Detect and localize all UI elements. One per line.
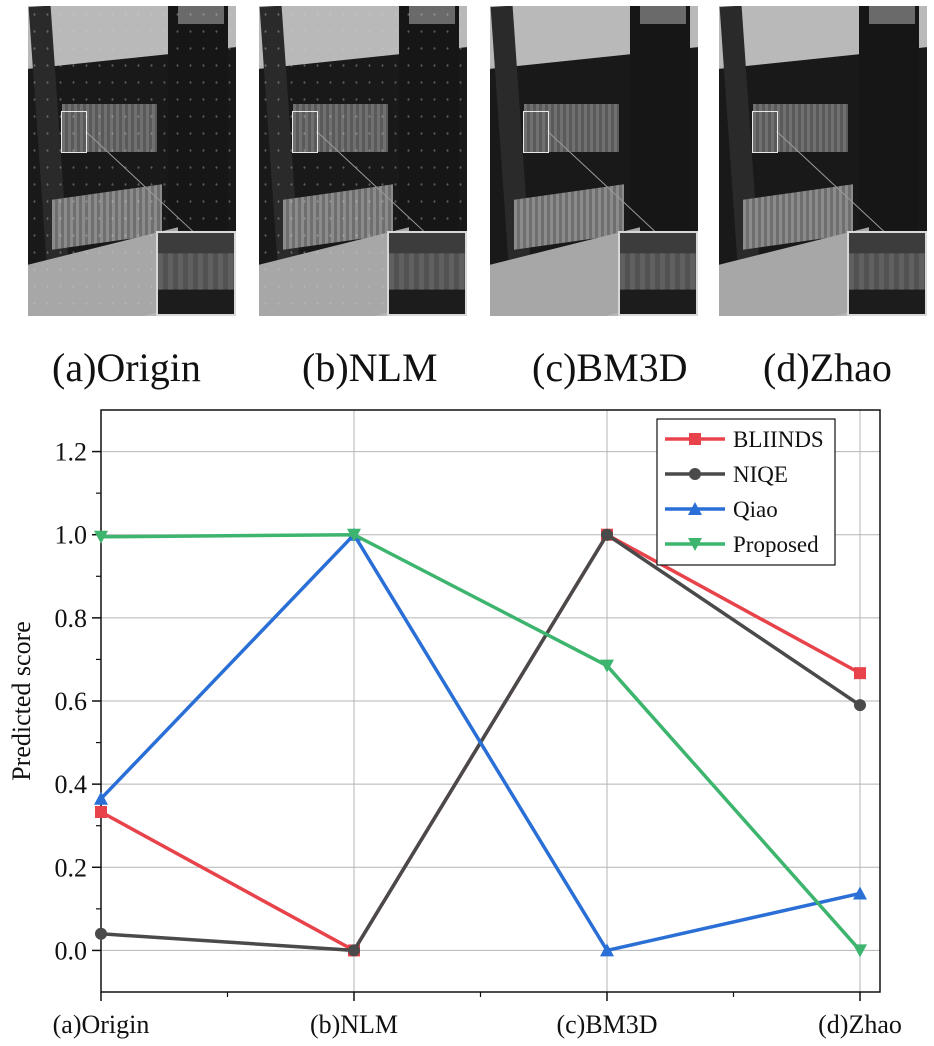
y-tick-label: 0.0	[55, 936, 88, 965]
y-tick-label: 0.8	[55, 604, 88, 633]
x-tick-label: (b)NLM	[310, 1010, 398, 1039]
y-axis-label: Predicted score	[7, 621, 36, 781]
data-point-niqe	[95, 927, 107, 940]
photo-origin	[28, 6, 236, 316]
data-point-bliinds	[95, 805, 107, 818]
photo-bm3d	[490, 6, 698, 316]
legend-marker-niqe	[689, 468, 701, 480]
data-point-niqe	[348, 944, 360, 957]
caption-bm3d: (c)BM3D	[532, 345, 688, 390]
data-point-qiao	[600, 943, 614, 957]
data-point-proposed	[347, 528, 361, 542]
legend-label-proposed: Proposed	[733, 532, 819, 557]
x-tick-label: (c)BM3D	[556, 1010, 657, 1039]
legend-label-niqe: NIQE	[733, 462, 788, 487]
legend-label-qiao: Qiao	[733, 497, 778, 522]
y-tick-label: 0.6	[55, 687, 88, 716]
y-tick-label: 0.4	[55, 770, 88, 799]
photo-nlm	[259, 6, 467, 316]
data-point-qiao	[94, 791, 108, 805]
caption-nlm: (b)NLM	[302, 345, 438, 390]
data-point-proposed	[853, 944, 867, 958]
legend-marker-bliinds	[689, 433, 701, 445]
legend-label-bliinds: BLIINDS	[733, 427, 824, 452]
caption-origin: (a)Origin	[52, 345, 201, 390]
y-tick-label: 1.0	[55, 521, 88, 550]
zoom-region-box	[523, 111, 549, 153]
zoom-inset	[387, 231, 467, 316]
zoom-region-box	[752, 111, 778, 153]
caption-zhao: (d)Zhao	[763, 345, 892, 390]
data-point-qiao	[853, 886, 867, 900]
data-point-proposed	[600, 659, 614, 673]
zoom-region-box	[61, 111, 87, 153]
zoom-inset	[156, 231, 236, 316]
data-point-niqe	[601, 528, 613, 541]
zoom-inset	[618, 231, 698, 316]
legend-marker-proposed	[688, 538, 702, 551]
data-point-niqe	[854, 699, 866, 712]
line-chart: 0.0 0.2 0.4 0.6 0.8 1.0 1.2 (a)Origin (b)NLM (c)B…	[7, 409, 902, 1039]
zoom-region-box	[292, 111, 318, 153]
series-line-proposed	[100, 532, 862, 952]
photo-zhao	[719, 6, 927, 316]
y-tick-label: 0.2	[55, 853, 88, 882]
legend-box	[656, 418, 836, 566]
zoom-inset	[847, 231, 927, 316]
y-tick-label: 1.2	[55, 438, 88, 467]
x-tick-label: (a)Origin	[53, 1010, 150, 1039]
x-tick-label: (d)Zhao	[818, 1010, 902, 1039]
data-point-proposed	[94, 530, 108, 544]
series-line-qiao	[99, 531, 861, 953]
legend-marker-qiao	[688, 502, 702, 515]
data-point-bliinds	[854, 667, 866, 680]
